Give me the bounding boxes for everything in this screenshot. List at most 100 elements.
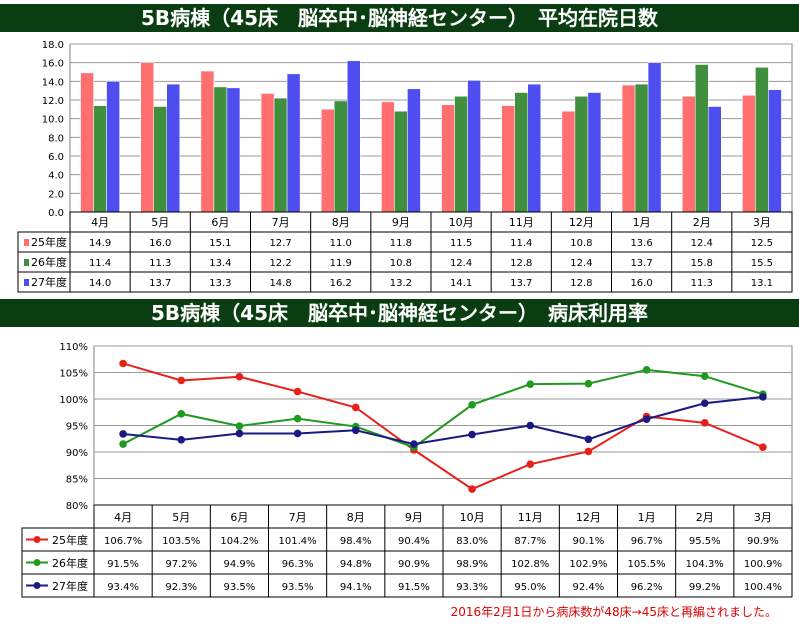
point-27年度 (759, 393, 767, 401)
point-26年度 (700, 372, 709, 381)
legend-label: 25年度 (31, 235, 67, 249)
data-label: 11.4 (89, 258, 111, 269)
point-25年度 (468, 485, 476, 493)
data-label: 94.1% (340, 582, 372, 593)
point-25年度 (700, 419, 709, 427)
data-label: 13.7 (630, 258, 652, 269)
data-label: 12.7 (269, 238, 291, 249)
data-label: 93.5% (224, 582, 256, 593)
legend-label: 26年度 (52, 556, 88, 570)
data-label: 10.8 (570, 238, 592, 249)
data-label: 104.2% (220, 536, 258, 547)
y-tick-label: 100% (59, 395, 88, 406)
category-label: 12月 (576, 511, 601, 524)
data-label: 97.2% (165, 559, 197, 570)
legend-key-marker-26年度 (33, 559, 41, 566)
category-label: 7月 (272, 216, 290, 229)
data-label: 102.8% (511, 559, 549, 570)
point-27年度 (642, 415, 651, 423)
data-label: 11.0 (330, 238, 352, 249)
chart2-title-banner: 5B病棟（45床 脳卒中･脳神経センター） 病床利用率 (0, 299, 799, 327)
data-label: 87.7% (514, 536, 546, 547)
data-label: 90.9% (398, 559, 430, 570)
data-label: 13.2 (390, 278, 412, 289)
data-label: 90.9% (747, 536, 779, 547)
data-label: 13.7 (510, 278, 532, 289)
category-label: 7月 (289, 511, 307, 524)
category-label: 1月 (633, 216, 651, 229)
point-26年度 (526, 380, 535, 388)
y-tick-label: 0.0 (48, 208, 64, 219)
data-label: 15.1 (209, 238, 231, 249)
data-label: 93.4% (107, 582, 139, 593)
point-25年度 (526, 460, 535, 468)
data-label: 96.7% (631, 536, 663, 547)
point-26年度 (584, 379, 593, 388)
data-label: 99.2% (689, 582, 721, 593)
point-25年度 (235, 372, 244, 381)
data-label: 98.4% (340, 536, 372, 547)
point-26年度 (177, 410, 186, 418)
point-26年度 (468, 401, 476, 409)
point-27年度 (468, 430, 476, 439)
category-label: 5月 (151, 216, 169, 229)
data-label: 102.9% (569, 559, 607, 570)
data-label: 12.5 (751, 238, 773, 249)
y-tick-label: 14.0 (42, 77, 64, 88)
data-label: 96.3% (282, 559, 314, 570)
data-label: 98.9% (456, 559, 488, 570)
data-label: 11.5 (450, 238, 472, 249)
data-label: 14.1 (450, 278, 472, 289)
data-label: 14.8 (269, 278, 291, 289)
plot-area (69, 43, 793, 213)
category-label: 2月 (696, 511, 714, 524)
data-label: 92.4% (573, 582, 605, 593)
data-label: 14.9 (89, 238, 111, 249)
data-label: 10.8 (390, 258, 412, 269)
y-tick-label: 8.0 (48, 133, 64, 144)
category-label: 4月 (114, 511, 132, 524)
legend-label: 27年度 (31, 275, 67, 289)
point-27年度 (584, 435, 593, 444)
chart1-title-banner: 5B病棟（45床 脳卒中･脳神経センター） 平均在院日数 (0, 4, 799, 32)
category-label: 6月 (211, 216, 229, 229)
data-label: 13.7 (149, 278, 171, 289)
data-label: 12.2 (269, 258, 291, 269)
point-27年度 (700, 399, 709, 408)
footnote: 2016年2月1日から病床数が48床→45床と再編されました。 (450, 605, 777, 619)
y-tick-label: 12.0 (42, 96, 64, 107)
point-25年度 (759, 443, 767, 452)
category-label: 8月 (332, 216, 350, 229)
data-label: 15.8 (691, 258, 713, 269)
series-line-27年度 (122, 395, 764, 446)
y-tick-label: 85% (66, 475, 88, 486)
data-label: 96.2% (631, 582, 663, 593)
data-label: 11.3 (149, 258, 171, 269)
data-label: 93.5% (282, 582, 314, 593)
y-tick-label: 80% (66, 501, 88, 512)
category-label: 9月 (405, 511, 423, 524)
data-label: 11.3 (691, 278, 713, 289)
legend-label: 27年度 (52, 579, 88, 593)
data-label: 105.5% (628, 559, 666, 570)
data-label: 106.7% (104, 536, 142, 547)
category-label: 5月 (172, 511, 190, 524)
data-label: 11.4 (510, 238, 532, 249)
data-label: 13.3 (209, 278, 231, 289)
data-label: 11.8 (390, 238, 412, 249)
category-label: 3月 (753, 216, 771, 229)
data-label: 92.3% (165, 582, 197, 593)
data-label: 91.5% (107, 559, 139, 570)
category-label: 12月 (569, 216, 594, 229)
data-label: 12.4 (691, 238, 713, 249)
y-tick-label: 4.0 (48, 171, 64, 182)
category-label: 9月 (392, 216, 410, 229)
point-27年度 (177, 436, 186, 444)
legend-key-marker-25年度 (33, 536, 41, 543)
data-label: 91.5% (398, 582, 430, 593)
point-27年度 (410, 440, 418, 448)
data-label: 90.4% (398, 536, 430, 547)
category-label: 6月 (230, 511, 248, 524)
y-tick-label: 110% (59, 342, 88, 353)
data-label: 83.0% (456, 536, 488, 547)
